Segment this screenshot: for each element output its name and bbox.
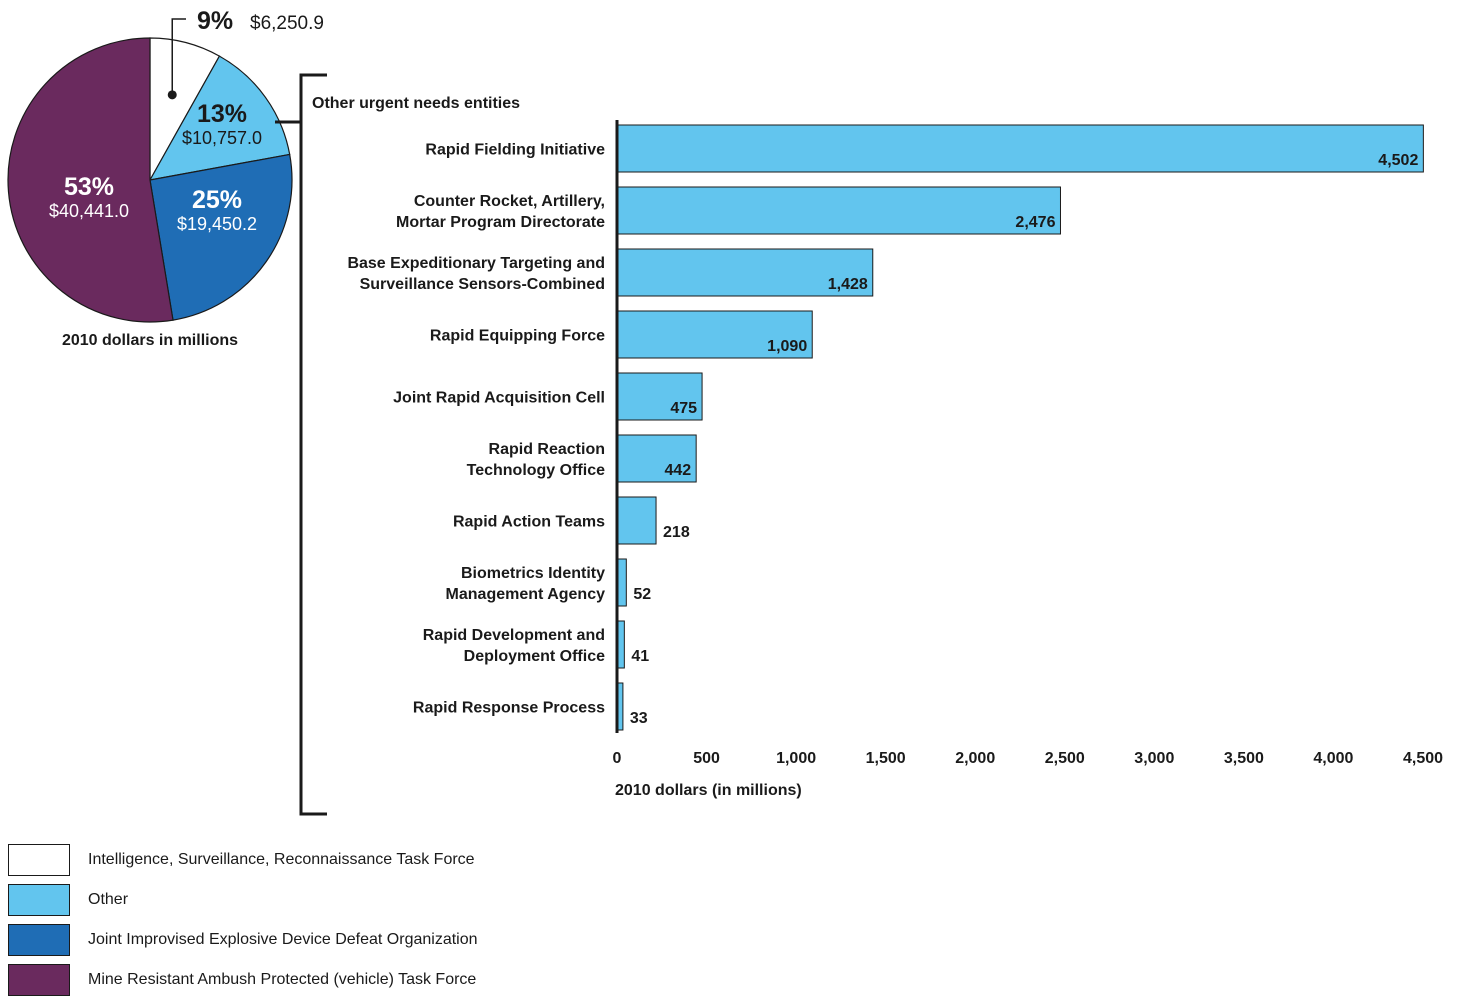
bar-value-label: 4,502	[1378, 152, 1418, 169]
category-label: Management Agency	[446, 586, 606, 603]
bar-value-label: 218	[663, 524, 690, 541]
pie-percent-label: 25%	[192, 186, 242, 214]
legend-item: Mine Resistant Ambush Protected (vehicle…	[8, 960, 478, 1000]
legend-label: Other	[88, 891, 129, 908]
category-label: Rapid Response Process	[413, 700, 605, 717]
category-label: Mortar Program Directorate	[396, 214, 605, 231]
pie-slice	[7, 37, 174, 323]
bar	[616, 124, 1424, 173]
bar	[616, 434, 697, 483]
x-tick-label: 4,500	[1403, 750, 1443, 767]
category-label: Technology Office	[467, 462, 605, 479]
bar	[616, 372, 703, 421]
category-label: Rapid Equipping Force	[430, 328, 605, 345]
category-label: Counter Rocket, Artillery,	[414, 193, 605, 210]
bar-value-label: 1,428	[828, 276, 868, 293]
pie-value-label: $6,250.9	[250, 13, 324, 34]
legend-label: Intelligence, Surveillance, Reconnaissan…	[88, 851, 475, 868]
category-label: Rapid Development and	[423, 627, 605, 644]
x-tick-label: 500	[693, 750, 720, 767]
bar	[616, 310, 813, 359]
pie-slice	[149, 153, 293, 321]
legend-swatch	[8, 924, 70, 956]
x-tick-label: 3,500	[1224, 750, 1264, 767]
legend-item: Joint Improvised Explosive Device Defeat…	[8, 920, 478, 960]
x-tick-label: 1,500	[866, 750, 906, 767]
bar-value-label: 2,476	[1015, 214, 1055, 231]
x-tick-label: 0	[613, 750, 622, 767]
legend-swatch	[8, 884, 70, 916]
pie-value-label: $19,450.2	[177, 214, 257, 234]
category-label: Joint Rapid Acquisition Cell	[393, 390, 605, 407]
bar	[616, 248, 874, 297]
legend-swatch	[8, 964, 70, 996]
bar	[616, 496, 657, 545]
pie-chart: 9% $6,250.9 13%$10,757.0 25%$19,450.2 53%$40…	[7, 7, 324, 323]
pie-percent-label: 9%	[197, 7, 233, 35]
x-axis-ticks: 0 500 1,000 1,500 2,000 2,500 3,000 3,500 4,000 4…	[613, 750, 1444, 767]
category-label: Rapid Action Teams	[453, 514, 605, 531]
pie-value-label: $10,757.0	[182, 128, 262, 148]
x-tick-label: 3,000	[1134, 750, 1174, 767]
bar-value-label: 1,090	[767, 338, 807, 355]
category-label: Base Expeditionary Targeting and	[347, 255, 605, 272]
bar-value-label: 41	[631, 648, 649, 665]
legend-item: Other	[8, 880, 478, 920]
legend: Intelligence, Surveillance, Reconnaissan…	[8, 840, 478, 1000]
pie-percent-label: 13%	[197, 100, 247, 128]
legend-label: Joint Improvised Explosive Device Defeat…	[88, 931, 478, 948]
pie-slice	[148, 55, 291, 181]
pie-caption: 2010 dollars in millions	[62, 332, 238, 349]
bracket	[299, 73, 327, 816]
bar-chart-title: Other urgent needs entities	[312, 95, 520, 112]
bar-value-label: 33	[630, 710, 648, 727]
category-label: Surveillance Sensors-Combined	[360, 276, 605, 293]
legend-item: Intelligence, Surveillance, Reconnaissan…	[8, 840, 478, 880]
category-label: Rapid Fielding Initiative	[425, 142, 605, 159]
pie-percent-label: 53%	[64, 173, 114, 201]
x-axis-label: 2010 dollars (in millions)	[615, 782, 802, 799]
category-label: Deployment Office	[464, 648, 605, 665]
bar-value-label: 475	[670, 400, 697, 417]
bar	[616, 186, 1061, 235]
legend-swatch	[8, 844, 70, 876]
x-tick-label: 4,000	[1313, 750, 1353, 767]
bar-chart: Rapid Fielding Initiative 4,502 Counter Ro…	[347, 120, 1424, 733]
category-label: Rapid Reaction	[489, 441, 605, 458]
category-label: Biometrics Identity	[461, 565, 605, 582]
bar-value-label: 442	[664, 462, 691, 479]
leader-line	[171, 18, 186, 95]
bar-value-label: 52	[633, 586, 651, 603]
legend-label: Mine Resistant Ambush Protected (vehicle…	[88, 971, 477, 988]
pie-value-label: $40,441.0	[49, 201, 129, 221]
x-tick-label: 2,500	[1045, 750, 1085, 767]
x-tick-label: 1,000	[776, 750, 816, 767]
x-tick-label: 2,000	[955, 750, 995, 767]
